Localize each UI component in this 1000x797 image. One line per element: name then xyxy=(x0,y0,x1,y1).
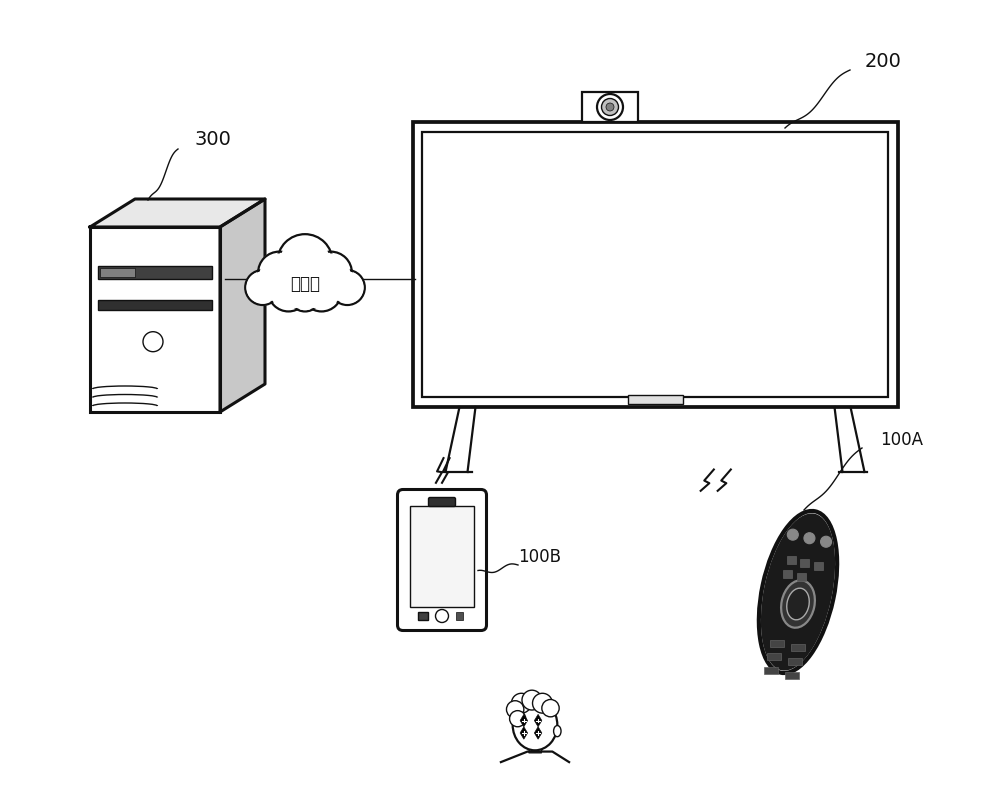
FancyBboxPatch shape xyxy=(398,489,486,630)
Bar xyxy=(800,559,809,567)
Circle shape xyxy=(597,94,623,120)
Polygon shape xyxy=(534,714,542,727)
Bar xyxy=(413,122,898,407)
Ellipse shape xyxy=(513,700,557,750)
Text: 100A: 100A xyxy=(880,431,923,449)
Ellipse shape xyxy=(554,725,561,736)
Ellipse shape xyxy=(759,511,837,673)
Bar xyxy=(787,556,796,563)
Bar xyxy=(582,92,638,122)
Circle shape xyxy=(258,252,300,294)
Bar xyxy=(90,227,220,412)
Circle shape xyxy=(332,272,363,303)
Circle shape xyxy=(821,536,832,548)
Bar xyxy=(814,562,823,570)
Bar xyxy=(98,266,212,279)
Circle shape xyxy=(245,270,280,305)
Circle shape xyxy=(804,532,815,544)
Circle shape xyxy=(301,271,342,312)
Circle shape xyxy=(261,254,298,292)
Bar xyxy=(783,571,792,579)
Bar xyxy=(422,132,888,397)
FancyBboxPatch shape xyxy=(428,497,456,507)
Circle shape xyxy=(506,701,524,718)
Text: 200: 200 xyxy=(865,52,902,71)
Polygon shape xyxy=(520,714,528,727)
Bar xyxy=(100,268,135,277)
Circle shape xyxy=(271,273,306,309)
Circle shape xyxy=(277,234,333,289)
Circle shape xyxy=(511,693,531,713)
Bar xyxy=(791,644,805,651)
Bar xyxy=(418,612,428,620)
Bar xyxy=(785,672,799,679)
Bar xyxy=(770,640,784,646)
Polygon shape xyxy=(220,199,265,412)
Bar xyxy=(767,654,781,661)
Polygon shape xyxy=(534,727,542,739)
Ellipse shape xyxy=(781,580,815,628)
Ellipse shape xyxy=(787,588,809,620)
Polygon shape xyxy=(520,727,528,739)
Bar xyxy=(628,395,682,404)
Circle shape xyxy=(281,238,329,286)
Circle shape xyxy=(602,99,618,116)
Circle shape xyxy=(304,273,339,309)
Circle shape xyxy=(522,690,542,710)
Circle shape xyxy=(143,332,163,351)
Bar xyxy=(797,573,806,581)
Circle shape xyxy=(542,700,559,717)
Circle shape xyxy=(288,278,322,312)
Circle shape xyxy=(510,711,526,727)
Circle shape xyxy=(533,693,552,713)
Circle shape xyxy=(312,254,349,292)
Circle shape xyxy=(787,529,798,540)
Circle shape xyxy=(330,270,365,305)
Circle shape xyxy=(268,271,309,312)
Circle shape xyxy=(310,252,352,294)
Circle shape xyxy=(436,610,448,622)
Text: 互联网: 互联网 xyxy=(290,275,320,293)
Ellipse shape xyxy=(761,513,835,670)
Circle shape xyxy=(290,281,320,309)
Bar xyxy=(764,667,778,674)
Bar xyxy=(456,612,463,620)
Polygon shape xyxy=(90,199,265,227)
Text: 300: 300 xyxy=(195,130,232,149)
Bar xyxy=(788,658,802,665)
Bar xyxy=(410,506,474,607)
Bar xyxy=(98,300,212,310)
Text: 100B: 100B xyxy=(518,548,561,566)
Circle shape xyxy=(247,272,278,303)
Polygon shape xyxy=(529,747,542,753)
Circle shape xyxy=(606,103,614,111)
